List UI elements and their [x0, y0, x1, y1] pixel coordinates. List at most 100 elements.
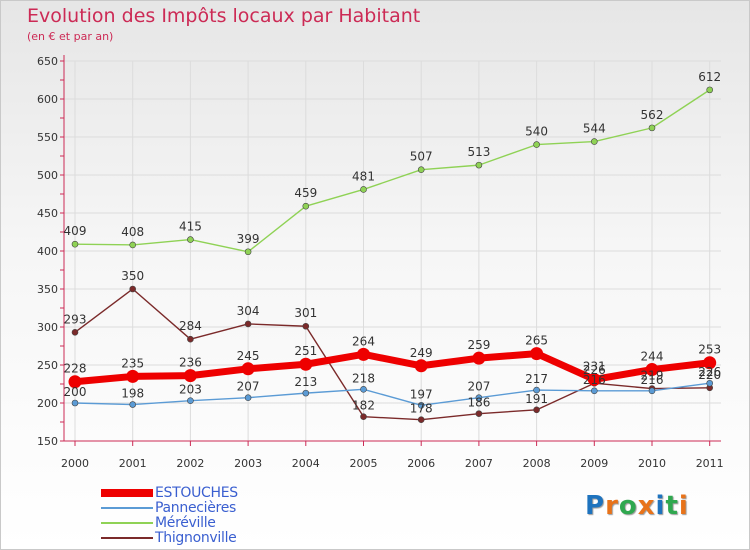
data-label-thignonville-2007: 186	[467, 396, 490, 410]
data-label-thignonville-2010: 219	[641, 369, 664, 383]
data-point-estouches-2001	[126, 369, 140, 383]
chart-title: Evolution des Impôts locaux par Habitant	[27, 5, 421, 27]
data-point-thignonville-2003	[244, 320, 252, 328]
data-label-mereville-2005: 481	[352, 169, 375, 183]
data-label-mereville-2010: 562	[641, 108, 664, 122]
data-point-thignonville-2007	[475, 410, 483, 417]
data-label-mereville-2004: 459	[294, 186, 317, 200]
data-point-mereville-2003	[244, 248, 252, 256]
data-label-pannecieres-2006: 197	[410, 387, 433, 401]
x-tick-label-2004: 2004	[292, 457, 320, 470]
legend-swatch-thignonville	[101, 537, 153, 539]
y-tick-label-200: 200	[37, 397, 58, 410]
y-tick-label-500: 500	[37, 169, 58, 182]
data-point-pannecieres-2005	[360, 386, 367, 393]
y-tick-label-550: 550	[37, 131, 58, 144]
data-point-pannecieres-2008	[533, 386, 540, 394]
data-label-thignonville-2004: 301	[294, 306, 317, 320]
data-point-thignonville-2002	[187, 335, 194, 343]
data-label-thignonville-2000: 293	[64, 312, 87, 326]
data-label-estouches-2000: 228	[64, 362, 87, 376]
x-tick-label-2007: 2007	[465, 457, 493, 470]
data-point-pannecieres-2007	[475, 394, 483, 401]
data-label-estouches-2005: 264	[352, 334, 375, 348]
data-label-estouches-2009: 231	[583, 359, 606, 373]
data-label-estouches-2008: 265	[525, 334, 548, 348]
data-label-pannecieres-2000: 200	[64, 385, 87, 399]
data-label-pannecieres-2011: 226	[698, 365, 721, 379]
x-tick-label-2008: 2008	[523, 457, 551, 470]
data-label-estouches-2003: 245	[237, 349, 260, 363]
legend-swatch-estouches	[101, 489, 153, 497]
x-tick-label-2002: 2002	[176, 457, 204, 470]
data-label-estouches-2010: 244	[641, 350, 664, 364]
data-label-pannecieres-2003: 207	[237, 380, 260, 394]
y-tick-label-350: 350	[37, 283, 58, 296]
data-label-mereville-2008: 540	[525, 125, 548, 139]
data-label-pannecieres-2010: 216	[641, 373, 664, 387]
data-point-estouches-2006	[414, 359, 428, 373]
data-point-pannecieres-2010	[648, 387, 656, 395]
data-label-thignonville-2006: 178	[410, 402, 433, 416]
x-tick-label-2000: 2000	[61, 457, 89, 470]
x-tick-label-2011: 2011	[696, 457, 724, 470]
data-point-thignonville-2004	[302, 322, 310, 330]
data-label-estouches-2011: 253	[698, 343, 721, 357]
data-point-thignonville-2006	[417, 416, 425, 424]
x-tick-label-2003: 2003	[234, 457, 262, 470]
data-point-thignonville-2000	[71, 329, 79, 336]
data-point-pannecieres-2000	[71, 399, 79, 407]
data-point-mereville-2011	[706, 86, 714, 94]
y-tick-label-600: 600	[37, 93, 58, 106]
data-label-mereville-2000: 409	[64, 224, 87, 238]
x-tick-label-2006: 2006	[407, 457, 435, 470]
y-tick-label-450: 450	[37, 207, 58, 220]
data-point-mereville-2010	[648, 124, 656, 132]
series-line-estouches	[74, 350, 711, 386]
data-point-pannecieres-2002	[187, 397, 194, 405]
data-label-pannecieres-2008: 217	[525, 372, 548, 386]
data-point-estouches-2000	[68, 375, 82, 389]
y-tick-label-400: 400	[37, 245, 58, 258]
x-tick-label-2005: 2005	[350, 457, 378, 470]
data-label-estouches-2004: 251	[294, 344, 317, 358]
chart-subtitle: (en € et par an)	[27, 30, 114, 43]
data-label-estouches-2002: 236	[179, 356, 202, 370]
data-point-estouches-2003	[241, 362, 255, 376]
x-tick-label-2010: 2010	[638, 457, 666, 470]
data-label-thignonville-2002: 284	[179, 319, 202, 333]
data-label-mereville-2007: 513	[467, 145, 490, 159]
y-tick-label-250: 250	[37, 359, 58, 372]
data-label-estouches-2006: 249	[410, 346, 433, 360]
data-point-mereville-2000	[71, 240, 79, 248]
data-label-mereville-2011: 612	[698, 70, 721, 84]
data-point-pannecieres-2006	[417, 401, 425, 409]
data-point-pannecieres-2003	[244, 394, 252, 401]
data-point-estouches-2008	[530, 347, 544, 361]
data-point-mereville-2004	[302, 202, 310, 210]
legend-swatch-mereville	[101, 522, 153, 524]
data-point-pannecieres-2011	[706, 379, 714, 387]
legend-label-thignonville: Thignonville	[155, 530, 237, 546]
legend-swatch-pannecieres	[101, 507, 153, 509]
data-label-pannecieres-2005: 218	[352, 371, 375, 385]
data-label-thignonville-2009: 226	[583, 363, 606, 377]
legend-label-pannecieres: Pannecières	[155, 500, 237, 516]
data-point-thignonville-2008	[533, 406, 540, 414]
data-label-thignonville-2003: 304	[237, 304, 260, 318]
data-point-thignonville-2005	[360, 413, 367, 420]
data-label-mereville-2009: 544	[583, 122, 606, 136]
series-line-thignonville	[74, 288, 710, 421]
data-label-pannecieres-2009: 216	[583, 373, 606, 387]
y-tick-label-650: 650	[37, 55, 58, 68]
data-point-mereville-2007	[475, 161, 483, 169]
data-point-estouches-2005	[357, 347, 370, 361]
data-label-estouches-2001: 235	[121, 356, 144, 370]
data-point-mereville-2002	[187, 236, 194, 243]
data-point-estouches-2010	[645, 363, 659, 377]
legend-label-mereville: Méréville	[155, 515, 216, 531]
data-point-estouches-2002	[183, 369, 197, 383]
data-label-pannecieres-2004: 213	[294, 375, 317, 389]
